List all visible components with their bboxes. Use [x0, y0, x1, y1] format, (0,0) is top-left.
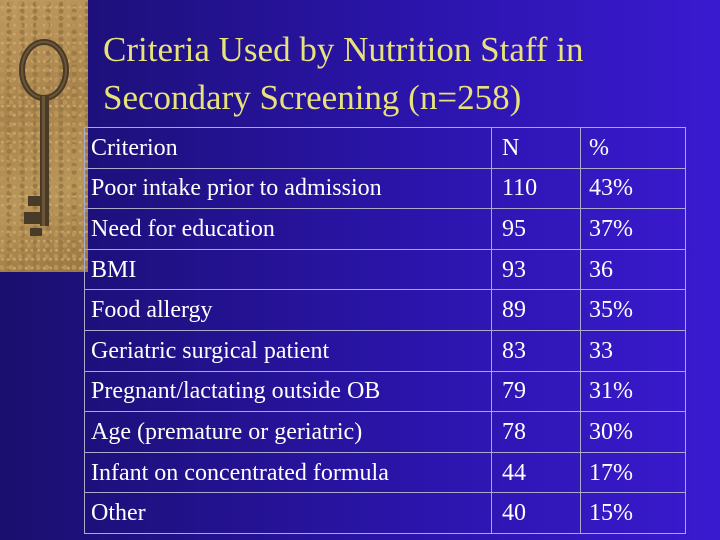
decorative-sidebar [0, 0, 88, 272]
title-line-1: Criteria Used by Nutrition Staff in [103, 30, 584, 69]
cell-criterion: Pregnant/lactating outside OB [84, 370, 492, 413]
cell-criterion: Poor intake prior to admission [84, 167, 492, 210]
cell-n: 78 [491, 411, 581, 453]
cell-criterion: Infant on concentrated formula [84, 451, 492, 494]
table-row: Other 40 15% [84, 492, 686, 534]
cell-n: 110 [491, 167, 581, 210]
header-criterion: Criterion [84, 127, 492, 169]
cell-criterion: Food allergy [84, 289, 492, 331]
cell-criterion: Need for education [84, 208, 492, 250]
cell-percent: 30% [580, 411, 686, 453]
table-row: BMI 93 36 [84, 248, 686, 291]
table-row: Need for education 95 37% [84, 208, 686, 250]
cell-n: 40 [491, 492, 581, 534]
table-header-row: Criterion N % [84, 127, 686, 169]
slide-title: Criteria Used by Nutrition Staff in Seco… [103, 26, 703, 122]
table-row: Poor intake prior to admission 110 43% [84, 167, 686, 210]
cell-criterion: Geriatric surgical patient [84, 329, 492, 372]
cell-criterion: Other [84, 492, 492, 534]
cell-percent: 37% [580, 208, 686, 250]
table-row: Age (premature or geriatric) 78 30% [84, 411, 686, 453]
cell-percent: 17% [580, 451, 686, 494]
table-row: Pregnant/lactating outside OB 79 31% [84, 370, 686, 413]
key-image [19, 39, 69, 236]
header-n: N [491, 127, 581, 169]
cell-percent: 33 [580, 329, 686, 372]
cell-criterion: Age (premature or geriatric) [84, 411, 492, 453]
cell-n: 83 [491, 329, 581, 372]
cell-percent: 35% [580, 289, 686, 331]
cell-percent: 31% [580, 370, 686, 413]
cell-percent: 43% [580, 167, 686, 210]
cell-n: 79 [491, 370, 581, 413]
cell-n: 93 [491, 248, 581, 291]
criteria-table: Criterion N % Poor intake prior to admis… [84, 127, 686, 534]
header-percent: % [580, 127, 686, 169]
cell-n: 44 [491, 451, 581, 494]
cell-n: 95 [491, 208, 581, 250]
cell-percent: 36 [580, 248, 686, 291]
cell-percent: 15% [580, 492, 686, 534]
table-row: Geriatric surgical patient 83 33 [84, 329, 686, 372]
cell-criterion: BMI [84, 248, 492, 291]
cell-n: 89 [491, 289, 581, 331]
table-row: Food allergy 89 35% [84, 289, 686, 331]
title-line-2: Secondary Screening (n=258) [103, 78, 522, 117]
table-row: Infant on concentrated formula 44 17% [84, 451, 686, 494]
